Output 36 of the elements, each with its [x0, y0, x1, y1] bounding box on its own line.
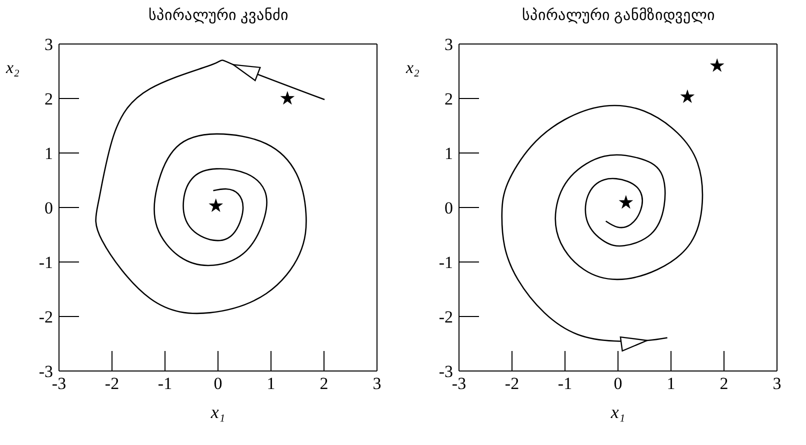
y-tick-label: 3	[444, 35, 453, 54]
x-tick-label: 0	[214, 374, 222, 394]
x-tick-label: -2	[504, 374, 520, 394]
y-tick-label: -1	[438, 253, 453, 272]
y-tick-label: 0	[44, 198, 53, 218]
x-axis-title: x₁	[210, 402, 226, 422]
x-tick-label: -1	[558, 374, 572, 394]
y-tick-label: 2	[44, 90, 53, 109]
y-axis-title: x₂	[6, 58, 20, 78]
x-tick-label: 1	[266, 374, 276, 394]
x-axis-title: x₁	[610, 402, 626, 422]
x-tick-label: 0	[614, 374, 622, 394]
chart-title: სპირალური განმზიდველი	[521, 6, 716, 25]
y-tick-label: -2	[38, 308, 53, 327]
y-tick-label: 1	[44, 144, 53, 164]
y-tick-label: 0	[444, 198, 453, 218]
y-tick-label: -1	[38, 253, 53, 272]
y-tick-label: -2	[438, 308, 453, 327]
y-tick-label: 1	[444, 144, 453, 164]
y-axis-title: x₂	[406, 58, 420, 78]
x-tick-label: 1	[666, 374, 676, 394]
y-tick-label: 3	[44, 35, 53, 54]
x-tick-label: 3	[772, 374, 782, 394]
x-tick-label: 3	[372, 374, 382, 394]
line-series	[501, 104, 704, 342]
point	[680, 89, 695, 103]
point	[710, 58, 724, 72]
x-tick-label: 2	[320, 374, 328, 394]
point	[618, 195, 634, 209]
chart-title: სპირალური კვანძი	[148, 6, 290, 25]
y-tick-label: 2	[444, 90, 453, 109]
x-tick-label: 2	[720, 374, 728, 394]
y-tick-label: -3	[38, 362, 53, 382]
x-tick-label: -2	[104, 374, 120, 394]
y-tick-label: -3	[438, 362, 453, 382]
x-tick-label: -1	[158, 374, 172, 394]
